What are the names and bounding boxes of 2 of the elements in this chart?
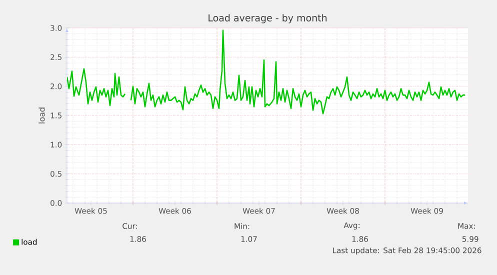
y-axis-title: load [38, 108, 45, 124]
chart-title: Load average - by month [208, 14, 327, 24]
